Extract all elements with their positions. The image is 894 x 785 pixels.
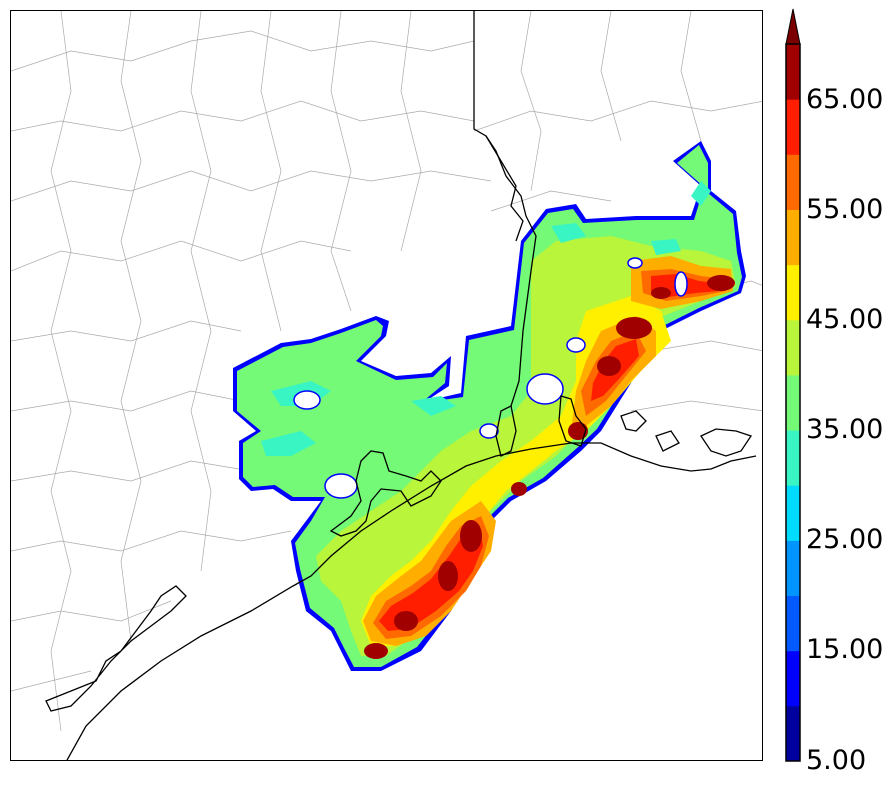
state-and-coast-lines: [45, 11, 757, 760]
colorbar-label-65: 65.00: [806, 84, 884, 115]
colorbar-label-25: 25.00: [806, 524, 884, 555]
colorbar-label-45: 45.00: [806, 304, 884, 335]
colorbar-band: [786, 44, 800, 100]
echo-core: [651, 287, 671, 299]
colorbar-label-5: 5.00: [806, 745, 867, 776]
state-boundary: [473, 11, 537, 407]
echo-core: [568, 422, 588, 440]
colorbar-band: [786, 374, 800, 431]
colorbar-band: [786, 485, 800, 541]
echo-core: [597, 356, 621, 376]
bay-outline: [329, 450, 442, 537]
colorbar-band: [786, 595, 800, 652]
colorbar-band: [786, 650, 800, 707]
map-canvas: [11, 11, 762, 760]
echo-core: [707, 275, 735, 291]
colorbar-extend-arrow: [785, 8, 801, 45]
colorbar-band: [786, 264, 800, 321]
echo-holes: [293, 257, 688, 499]
colorbar-label-35: 35.00: [806, 414, 884, 445]
colorbar: [785, 8, 801, 762]
colorbar-border: [785, 43, 801, 762]
county-boundaries: [11, 11, 762, 732]
lake-outline: [558, 395, 587, 447]
colorbar-band: [786, 154, 800, 210]
colorbar-bands: [786, 44, 800, 762]
colorbar-band: [786, 319, 800, 376]
reflectivity-contours: [233, 141, 746, 671]
coastal-islands: [620, 410, 753, 457]
colorbar-band: [786, 209, 800, 266]
echo-core: [460, 520, 482, 552]
echo-core: [616, 317, 652, 339]
colorbar-label-55: 55.00: [806, 194, 884, 225]
echo-core: [511, 482, 527, 496]
river-line: [485, 135, 524, 242]
coastal-wetlands: [45, 585, 187, 712]
radar-reflectivity-map: [10, 10, 763, 761]
echo-core: [438, 561, 458, 591]
colorbar-band: [786, 705, 800, 762]
colorbar-band: [786, 99, 800, 155]
colorbar-band: [786, 430, 800, 486]
bay-outline: [495, 405, 517, 457]
echo-core: [364, 643, 388, 659]
echo-core: [394, 611, 418, 631]
coastline: [66, 442, 757, 760]
colorbar-label-15: 15.00: [806, 634, 884, 665]
colorbar-band: [786, 540, 800, 597]
